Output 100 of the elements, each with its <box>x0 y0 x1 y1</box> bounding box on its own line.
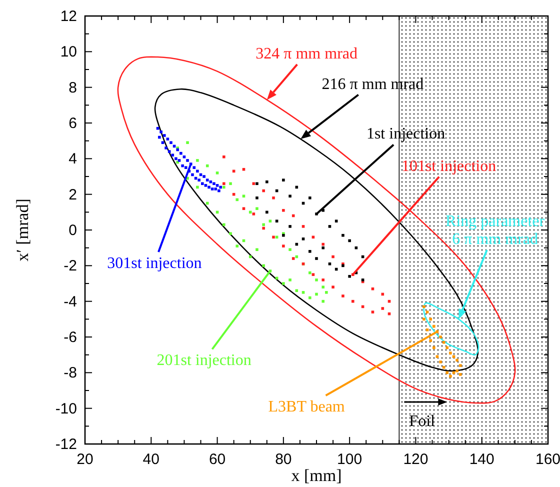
point <box>180 152 182 155</box>
point <box>456 369 458 372</box>
x-axis-title: x [mm] <box>291 466 342 485</box>
point <box>312 273 315 276</box>
point <box>262 223 265 226</box>
point <box>449 374 452 378</box>
y-tick-label: -8 <box>64 364 77 382</box>
point <box>160 130 162 134</box>
point <box>156 126 160 130</box>
point <box>164 146 168 150</box>
point <box>275 236 278 239</box>
point <box>206 164 209 168</box>
point <box>436 355 439 358</box>
y-tick-label: -2 <box>64 258 77 275</box>
point <box>282 244 285 248</box>
point <box>332 255 334 258</box>
y-tick-label: 4 <box>68 150 77 168</box>
point <box>196 170 199 173</box>
y-axis-title: x′ [mrad] <box>13 198 32 262</box>
annotation: 301st injection <box>107 254 202 272</box>
point <box>201 182 204 186</box>
point <box>252 212 256 216</box>
point <box>458 364 462 367</box>
annotation: 201st injection <box>156 352 252 370</box>
point <box>315 292 318 296</box>
point <box>308 296 312 300</box>
x-tick-label: 120 <box>403 451 428 468</box>
point <box>439 336 442 338</box>
point <box>229 182 232 186</box>
point <box>288 194 292 198</box>
point <box>242 168 246 171</box>
y-tick-label: -6 <box>64 329 77 346</box>
point <box>196 159 199 162</box>
x-tick-label: 20 <box>76 451 94 468</box>
point <box>208 186 210 189</box>
point <box>242 207 246 210</box>
y-tick-label: 10 <box>60 44 77 61</box>
point <box>256 207 258 210</box>
x-tick-label: 40 <box>142 451 160 468</box>
point <box>256 196 258 200</box>
point <box>268 220 272 222</box>
point <box>422 305 426 308</box>
point <box>302 291 305 294</box>
point <box>302 225 305 228</box>
point <box>328 225 332 228</box>
point <box>442 340 446 344</box>
annotation: 101st injection <box>401 158 496 175</box>
y-tick-label: 12 <box>60 8 77 25</box>
point <box>256 248 258 252</box>
point <box>426 328 429 332</box>
y-tick-label: -10 <box>55 400 77 418</box>
point <box>332 286 334 288</box>
annotation: L3BT beam <box>268 398 346 416</box>
point <box>452 355 456 358</box>
point <box>219 186 222 189</box>
point <box>192 166 196 169</box>
point <box>322 246 325 250</box>
point <box>348 239 351 242</box>
point <box>288 278 292 282</box>
point <box>236 198 239 202</box>
point <box>248 210 252 214</box>
point <box>181 164 184 168</box>
point <box>222 223 226 226</box>
point <box>371 310 374 314</box>
x-tick-label: 160 <box>535 451 560 468</box>
point <box>272 196 275 200</box>
point <box>204 184 208 187</box>
point <box>322 208 325 212</box>
x-tick-label: 80 <box>275 451 292 468</box>
point <box>351 300 354 303</box>
point <box>229 232 232 235</box>
point <box>322 286 325 288</box>
point <box>166 138 170 140</box>
point <box>322 242 325 246</box>
point <box>322 278 325 282</box>
point <box>325 291 328 294</box>
point <box>288 248 292 252</box>
annotation: 324 π mm mrad <box>256 45 358 62</box>
point <box>308 196 312 200</box>
point <box>429 318 432 321</box>
point <box>381 307 384 310</box>
point <box>422 318 426 321</box>
point <box>209 180 212 184</box>
point <box>432 346 436 350</box>
point <box>222 186 226 189</box>
point <box>328 262 332 266</box>
point <box>236 244 239 248</box>
point <box>426 310 429 314</box>
point <box>295 289 298 292</box>
point <box>222 155 226 158</box>
point <box>322 300 325 303</box>
band-label: Foil <box>409 413 436 430</box>
point <box>248 255 252 258</box>
point <box>202 175 206 178</box>
point <box>302 238 305 240</box>
point <box>206 178 209 182</box>
point <box>206 202 209 205</box>
point <box>162 134 166 137</box>
point <box>446 371 449 374</box>
point <box>432 324 436 328</box>
